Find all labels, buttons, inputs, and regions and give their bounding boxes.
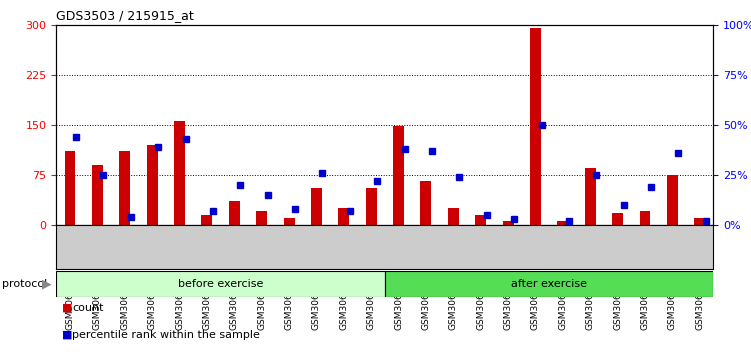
- Bar: [119, 152, 130, 225]
- Bar: [385, 271, 713, 297]
- Bar: [311, 188, 322, 225]
- Bar: [201, 215, 213, 225]
- Bar: [284, 218, 294, 225]
- Bar: [448, 208, 459, 225]
- Bar: [256, 211, 267, 225]
- Bar: [502, 222, 514, 225]
- Bar: [557, 222, 569, 225]
- Bar: [640, 211, 650, 225]
- Text: ■: ■: [62, 303, 72, 313]
- Bar: [229, 201, 240, 225]
- Text: before exercise: before exercise: [178, 279, 264, 289]
- Text: count: count: [72, 303, 104, 313]
- Bar: [146, 145, 158, 225]
- Text: GDS3503 / 215915_at: GDS3503 / 215915_at: [56, 9, 194, 22]
- Bar: [667, 175, 678, 225]
- Bar: [65, 152, 76, 225]
- Bar: [530, 28, 541, 225]
- Bar: [339, 208, 349, 225]
- Bar: [585, 168, 596, 225]
- Bar: [612, 213, 623, 225]
- Bar: [393, 126, 404, 225]
- Bar: [366, 188, 377, 225]
- Bar: [56, 271, 385, 297]
- Text: protocol: protocol: [2, 279, 47, 289]
- Text: ▶: ▶: [42, 278, 51, 291]
- Bar: [174, 121, 185, 225]
- Bar: [694, 218, 705, 225]
- Text: ■: ■: [62, 330, 72, 339]
- Bar: [421, 182, 431, 225]
- Bar: [475, 215, 486, 225]
- Text: after exercise: after exercise: [511, 279, 587, 289]
- Bar: [92, 165, 103, 225]
- Text: percentile rank within the sample: percentile rank within the sample: [72, 330, 260, 339]
